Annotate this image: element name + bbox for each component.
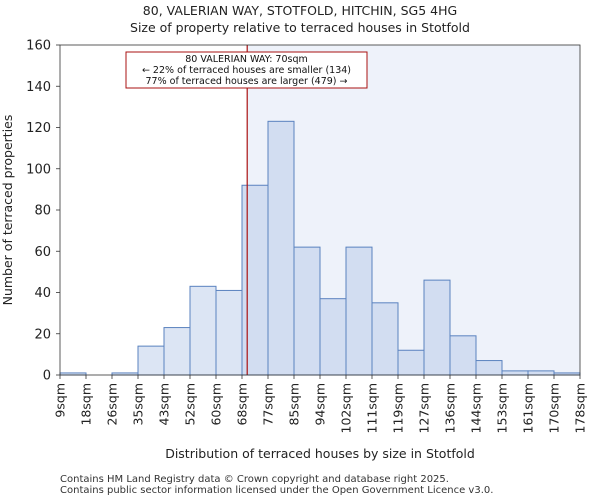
x-tick-label: 178sqm — [573, 383, 588, 433]
bar-102sqm — [345, 246, 373, 376]
x-tick-label: 136sqm — [443, 383, 458, 433]
chart-subtitle: Size of property relative to terraced ho… — [130, 20, 470, 35]
bar-68sqm — [241, 184, 269, 376]
bar-144sqm — [475, 360, 503, 376]
footer-line-2: Contains public sector information licen… — [60, 485, 494, 496]
y-tick-label: 40 — [34, 286, 51, 301]
bar-60sqm — [215, 289, 243, 376]
y-tick-label: 100 — [26, 162, 51, 177]
y-tick-label: 60 — [34, 245, 51, 260]
y-tick-label: 160 — [26, 39, 51, 54]
bar-119sqm — [397, 349, 425, 376]
bar-153sqm — [501, 370, 529, 376]
bar-111sqm — [371, 302, 399, 376]
y-tick-label: 120 — [26, 121, 51, 136]
x-tick-label: 161sqm — [521, 383, 536, 433]
bar-52sqm — [189, 285, 217, 376]
x-tick-label: 119sqm — [391, 383, 406, 433]
bar-136sqm — [449, 335, 477, 376]
annotation-box: 80 VALERIAN WAY: 70sqm ← 22% of terraced… — [125, 51, 368, 89]
y-axis-label: Number of terraced properties — [0, 115, 15, 306]
x-tick-label: 85sqm — [287, 383, 302, 426]
x-tick-label: 9sqm — [53, 383, 68, 418]
y-tick-label: 80 — [34, 204, 51, 219]
x-tick-label: 43sqm — [157, 383, 172, 426]
annotation-line-1: 80 VALERIAN WAY: 70sqm — [185, 54, 308, 65]
x-tick-label: 153sqm — [495, 383, 510, 433]
x-tick-label: 52sqm — [183, 383, 198, 426]
bar-127sqm — [423, 279, 451, 376]
annotation-line-2: ← 22% of terraced houses are smaller (13… — [142, 65, 351, 76]
x-tick-label: 144sqm — [469, 383, 484, 433]
x-tick-label: 111sqm — [365, 383, 380, 433]
bar-161sqm — [527, 370, 555, 376]
x-tick-label: 35sqm — [131, 383, 146, 426]
y-tick-label: 20 — [34, 327, 51, 342]
x-tick-label: 170sqm — [547, 383, 562, 433]
axes-group: 0 20 40 60 80 100 120 140 160 9sqm 18sqm 26sqm 35sqm… — [26, 39, 587, 434]
x-tick-label: 18sqm — [79, 383, 94, 426]
x-tick-label: 127sqm — [417, 383, 432, 433]
bar-43sqm — [163, 327, 191, 376]
y-tick-label: 0 — [43, 369, 51, 384]
x-tick-label: 68sqm — [235, 383, 250, 426]
bar-85sqm — [293, 246, 321, 376]
x-axis-label: Distribution of terraced houses by size … — [165, 446, 475, 461]
x-tick-label: 94sqm — [313, 383, 328, 426]
x-tick-label: 60sqm — [209, 383, 224, 426]
y-tick-label: 140 — [26, 80, 51, 95]
x-tick-label: 102sqm — [339, 383, 354, 433]
footer-line-1: Contains HM Land Registry data © Crown c… — [60, 474, 449, 485]
bar-35sqm — [137, 345, 165, 376]
x-tick-label: 77sqm — [261, 383, 276, 426]
bars-group — [59, 120, 581, 376]
bar-94sqm — [319, 298, 347, 376]
chart-title: 80, VALERIAN WAY, STOTFOLD, HITCHIN, SG5… — [142, 3, 458, 18]
x-tick-label: 26sqm — [105, 383, 120, 426]
bar-77sqm — [267, 120, 295, 376]
annotation-line-3: 77% of terraced houses are larger (479) … — [146, 76, 348, 87]
